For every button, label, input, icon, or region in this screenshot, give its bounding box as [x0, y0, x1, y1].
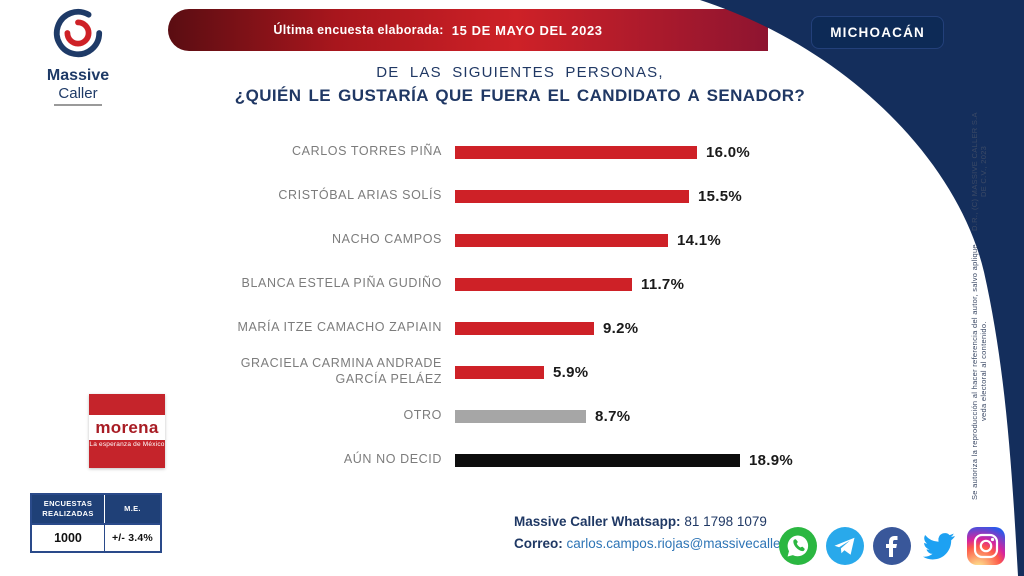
value-label: 5.9%: [553, 363, 589, 381]
category-label: BLANCA ESTELA PIÑA GUDIÑO: [241, 276, 442, 291]
banner-label: Última encuesta elaborada:: [273, 23, 444, 37]
morena-wordmark: morena: [95, 417, 159, 437]
massive-caller-logo-icon: [53, 8, 103, 58]
stats-value-surveys: 1000: [32, 525, 105, 552]
chart-row: AÚN NO DECID 18.9%: [233, 438, 1003, 482]
telegram-icon[interactable]: [826, 527, 864, 565]
question-line2: ¿QUIÉN LE GUSTARÍA QUE FUERA EL CANDIDAT…: [234, 86, 806, 105]
email-link[interactable]: carlos.campos.riojas@massivecaller.com: [566, 535, 814, 551]
contact-block: Massive Caller Whatsapp: 81 1798 1079 Co…: [514, 511, 814, 554]
logo-wordmark-line1: Massive: [46, 67, 110, 84]
value-label: 14.1%: [677, 231, 722, 249]
value-label: 8.7%: [595, 407, 631, 425]
category-label: OTRO: [403, 408, 442, 423]
whatsapp-label: Massive Caller Whatsapp:: [514, 514, 681, 529]
category-label: AÚN NO DECID: [343, 452, 442, 467]
chart-row: OTRO 8.7%: [233, 394, 1003, 438]
survey-date-banner: Última encuesta elaborada: 15 DE MAYO DE…: [168, 9, 768, 51]
stats-value-row: 1000 +/- 3.4%: [32, 523, 160, 552]
email-label: Correo:: [514, 535, 563, 551]
contact-whatsapp-line: Massive Caller Whatsapp: 81 1798 1079: [514, 511, 814, 533]
facebook-icon[interactable]: [873, 527, 911, 565]
category-label: CRISTÓBAL ARIAS SOLÍS: [278, 188, 442, 203]
stats-value-margin: +/- 3.4%: [111, 532, 153, 545]
chart-row: GRACIELA CARMINA ANDRADE GARCÍA PELÁEZ 5.…: [233, 350, 1003, 394]
chart-row: MARÍA ITZE CAMACHO ZAPIAIN 9.2%: [233, 306, 1003, 350]
value-label: 9.2%: [603, 319, 639, 337]
question-line1: DE LAS SIGUIENTES PERSONAS,: [376, 64, 664, 81]
copyright-vertical-text: Se autoriza la reproducción al hacer ref…: [970, 108, 988, 504]
instagram-glyph: [973, 533, 999, 559]
chart-row: BLANCA ESTELA PIÑA GUDIÑO 11.7%: [233, 262, 1003, 306]
stats-header-margin: M.E.: [124, 504, 141, 514]
category-label: GRACIELA CARMINA ANDRADE GARCÍA PELÁEZ: [240, 356, 442, 386]
telegram-glyph: [834, 537, 855, 555]
value-bar: [455, 409, 586, 423]
banner-date: 15 DE MAYO DEL 2023: [451, 22, 603, 38]
chart-row: NACHO CAMPOS 14.1%: [233, 218, 1003, 262]
category-label: CARLOS TORRES PIÑA: [292, 144, 442, 159]
morena-tagline: La esperanza de México: [89, 441, 165, 448]
sample-stats-table: ENCUESTAS REALIZADAS M.E. 1000 +/- 3.4%: [30, 493, 162, 554]
twitter-icon[interactable]: [920, 527, 958, 565]
facebook-glyph: [886, 536, 898, 557]
value-bar: [455, 233, 668, 247]
value-bar: [455, 189, 689, 203]
value-label: 11.7%: [641, 275, 685, 293]
value-label: 15.5%: [698, 187, 743, 205]
value-bar: [455, 365, 544, 379]
value-bar: [455, 277, 632, 291]
question-title: DE LAS SIGUIENTES PERSONAS, ¿QUIÉN LE GU…: [160, 64, 880, 106]
value-bar: [455, 453, 740, 467]
logo-wordmark-line2: Caller: [54, 85, 102, 106]
massive-caller-logo: Massive Caller: [28, 6, 128, 106]
social-icons-row: [779, 527, 1005, 565]
morena-wordmark-band: morena: [89, 415, 165, 440]
copyright-permission-line: Se autoriza la reproducción al hacer ref…: [970, 243, 988, 500]
chart-row: CRISTÓBAL ARIAS SOLÍS 15.5%: [233, 174, 1003, 218]
category-label: NACHO CAMPOS: [332, 232, 442, 247]
stats-header-surveys: ENCUESTAS REALIZADAS: [32, 495, 105, 524]
copyright-rights-line: D.R., (C) MASSIVE CALLER S.A DE C.V., 20…: [970, 112, 988, 232]
whatsapp-icon[interactable]: [779, 527, 817, 565]
stats-header-row: ENCUESTAS REALIZADAS M.E.: [32, 495, 160, 524]
region-badge: MICHOACÁN: [811, 16, 944, 49]
whatsapp-number: 81 1798 1079: [684, 514, 767, 529]
value-label: 18.9%: [749, 451, 794, 469]
instagram-icon[interactable]: [967, 527, 1005, 565]
value-bar: [455, 321, 594, 335]
whatsapp-glyph: [787, 535, 809, 557]
chart-row: CARLOS TORRES PIÑA 16.0%: [233, 130, 1003, 174]
bar-chart: CARLOS TORRES PIÑA 16.0% CRISTÓBAL ARIAS S…: [233, 130, 1003, 482]
value-label: 16.0%: [706, 143, 751, 161]
contact-email-line: Correo: carlos.campos.riojas@massivecall…: [514, 533, 814, 555]
value-bar: [455, 145, 697, 159]
category-label: MARÍA ITZE CAMACHO ZAPIAIN: [237, 320, 442, 335]
morena-logo: morena La esperanza de México: [89, 394, 165, 468]
twitter-glyph: [922, 533, 955, 560]
